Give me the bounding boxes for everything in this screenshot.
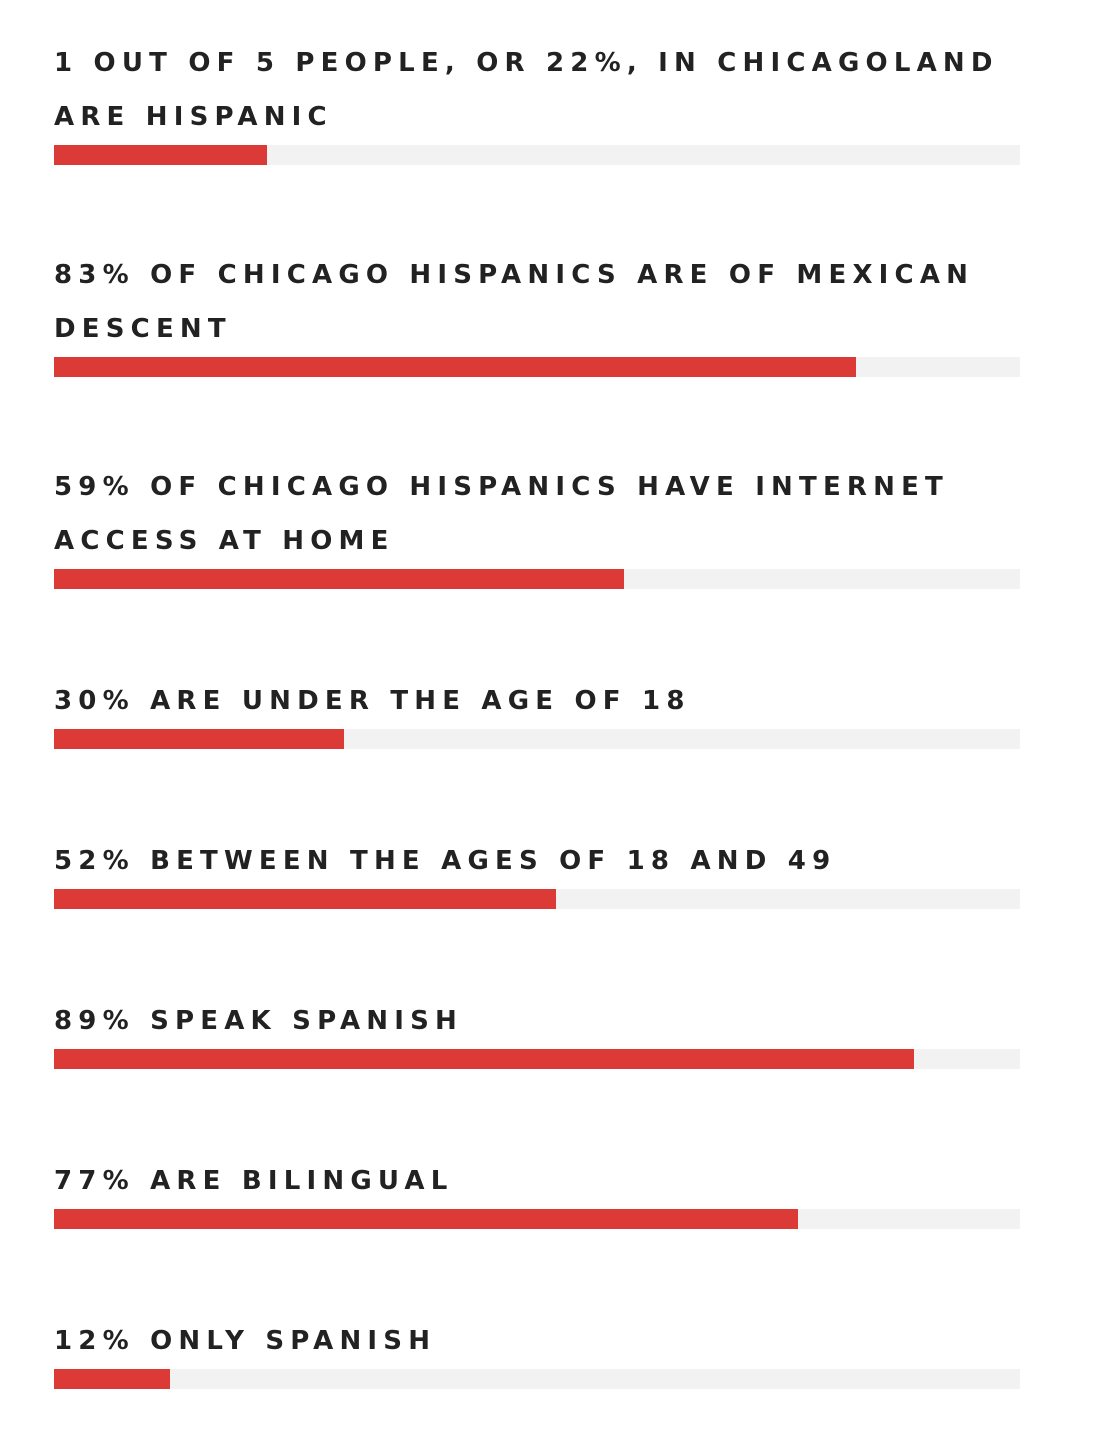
bar-fill: [54, 569, 624, 589]
bar-track: [54, 729, 1020, 749]
bar-fill: [54, 145, 267, 165]
bar-fill: [54, 357, 856, 377]
bar-fill: [54, 1369, 170, 1389]
bar-track: [54, 145, 1020, 165]
stat-label: 59% of Chicago Hispanics have internet a…: [54, 472, 949, 556]
stat-label: 83% of Chicago Hispanics are of Mexican …: [54, 260, 975, 344]
bar-track: [54, 889, 1020, 909]
bar-fill: [54, 1049, 914, 1069]
stat-label: 77% are bilingual: [54, 1166, 454, 1196]
bar-fill: [54, 889, 556, 909]
bar-track: [54, 1209, 1020, 1229]
stat-label: 12% only Spanish: [54, 1326, 437, 1356]
bar-track: [54, 569, 1020, 589]
stat-label: 30% are under the age of 18: [54, 686, 691, 716]
stat-label: 89% speak Spanish: [54, 1006, 463, 1036]
stat-label: 52% between the ages of 18 and 49: [54, 846, 837, 876]
stat-label: 1 out of 5 people, or 22%, in Chicagolan…: [54, 48, 999, 132]
bar-track: [54, 1369, 1020, 1389]
bar-track: [54, 1049, 1020, 1069]
bar-track: [54, 357, 1020, 377]
bar-fill: [54, 729, 344, 749]
bar-fill: [54, 1209, 798, 1229]
